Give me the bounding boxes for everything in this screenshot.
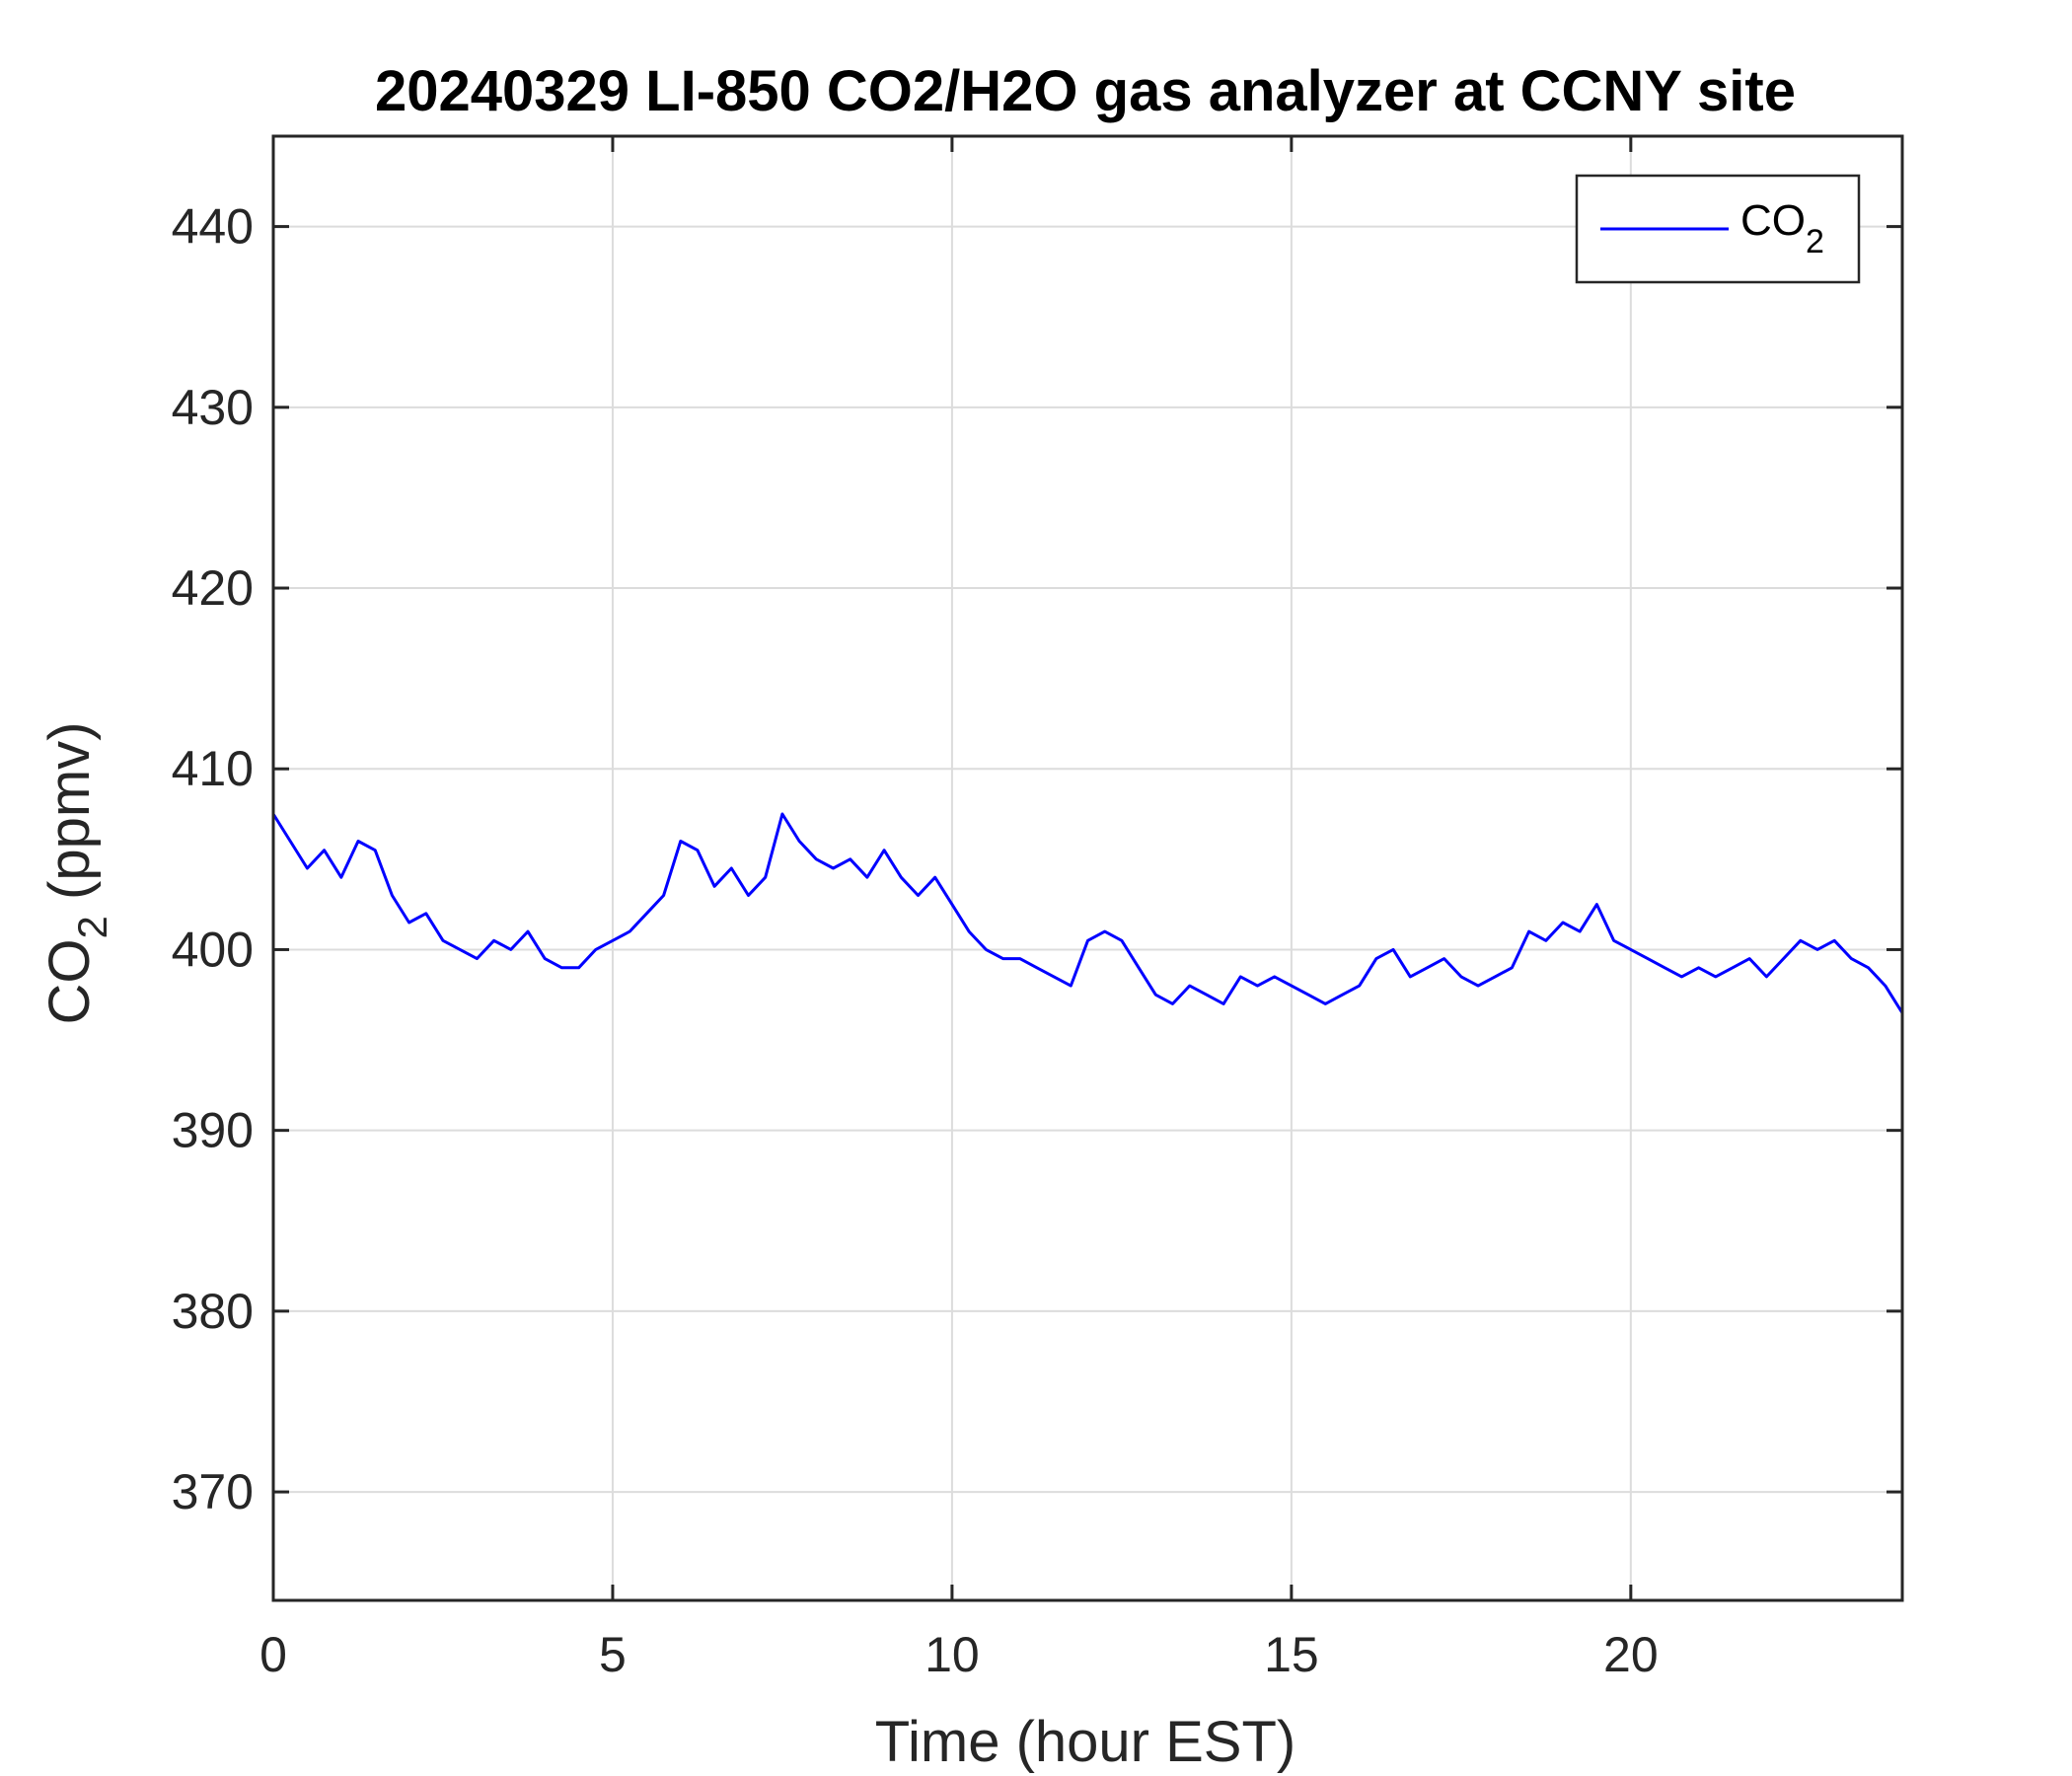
y-axis-label-main: CO: [37, 938, 102, 1024]
y-tick-label: 370: [172, 1464, 254, 1519]
series-layer: [271, 812, 1904, 1014]
x-axis-label: Time (hour EST): [875, 1710, 1295, 1774]
legend-label-co2: CO2: [1740, 196, 1824, 260]
y-axis-label-subscript: 2: [69, 916, 115, 938]
y-axis-label: CO2 (ppmv): [37, 722, 115, 1025]
tick-labels: 0 5 10 15 20 370 380 390 400 410 420 430 440: [172, 199, 1659, 1682]
y-axis-label-unit: (ppmv): [37, 722, 102, 917]
x-tick-label: 10: [925, 1627, 980, 1682]
chart-title: 20240329 LI-850 CO2/H2O gas analyzer at …: [375, 59, 1796, 123]
y-tick-label: 420: [172, 560, 254, 616]
x-tick-label: 15: [1264, 1627, 1319, 1682]
y-tick-label: 440: [172, 199, 254, 255]
plot-frame: [271, 134, 1904, 1602]
legend: CO2: [1575, 174, 1861, 284]
series-line-co2: [271, 812, 1904, 1014]
legend-label-subscript: 2: [1806, 223, 1824, 260]
y-tick-label: 390: [172, 1103, 254, 1158]
grid: [273, 136, 1902, 1600]
axes: [271, 134, 1904, 1602]
y-tick-label: 410: [172, 741, 254, 796]
y-tick-label: 400: [172, 922, 254, 977]
legend-label-main: CO: [1740, 196, 1806, 245]
y-tick-label: 430: [172, 380, 254, 435]
x-tick-label: 5: [599, 1627, 627, 1682]
x-tick-label: 20: [1603, 1627, 1659, 1682]
x-tick-label: 0: [259, 1627, 287, 1682]
y-tick-label: 380: [172, 1284, 254, 1339]
